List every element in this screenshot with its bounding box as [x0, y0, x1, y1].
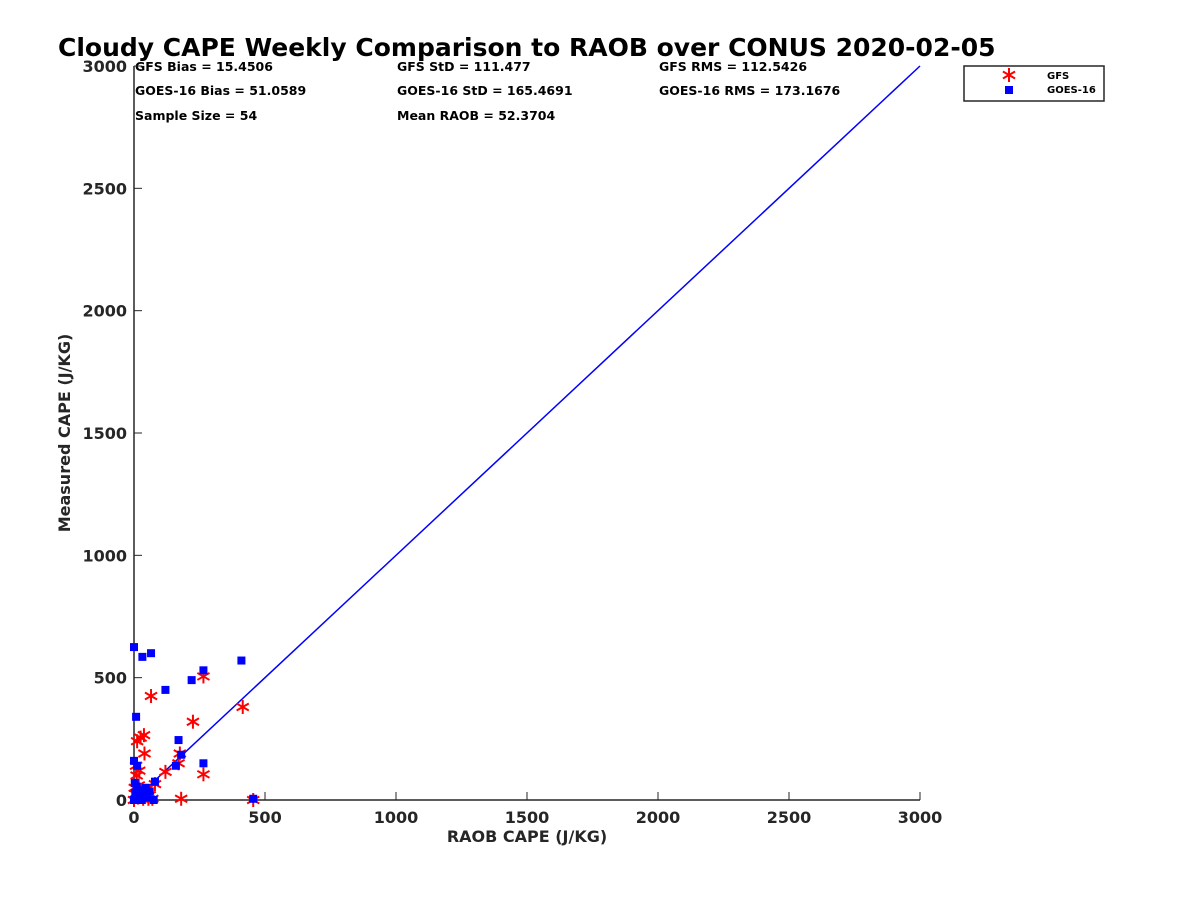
x-tick-label: 2000	[636, 808, 681, 827]
legend: GFS GOES-16	[963, 65, 1105, 102]
goes16-point	[132, 712, 141, 721]
legend-gfs-marker	[1002, 68, 1016, 82]
stat-mean-raob: Mean RAOB = 52.3704	[397, 108, 555, 123]
legend-gfs-label: GFS	[1047, 71, 1069, 82]
goes16-point	[199, 759, 208, 768]
goes16-point	[130, 643, 138, 652]
x-tick-label: 1500	[505, 808, 550, 827]
x-tick-label: 3000	[898, 808, 943, 827]
one-to-one-line	[133, 65, 921, 801]
goes16-point	[138, 652, 147, 661]
x-tick-label: 2500	[767, 808, 812, 827]
y-tick-label: 500	[94, 669, 127, 688]
goes16-point	[161, 685, 170, 694]
goes16-point	[150, 777, 159, 786]
goes16-point	[149, 796, 158, 804]
y-tick-label: 2500	[82, 179, 127, 198]
y-tick-label: 1000	[82, 546, 127, 565]
y-axis-ticks: 0 500 1000 1500 2000 2500 3000	[82, 57, 142, 810]
goes16-point	[147, 649, 156, 658]
goes16-point	[143, 793, 152, 802]
goes16-series	[130, 643, 258, 804]
x-axis-label: RAOB CAPE (J/KG)	[447, 827, 607, 846]
goes16-point	[174, 736, 183, 745]
y-tick-label: 3000	[82, 57, 127, 76]
x-tick-label: 1000	[374, 808, 419, 827]
x-tick-label: 500	[248, 808, 281, 827]
chart-title: Cloudy CAPE Weekly Comparison to RAOB ov…	[58, 33, 996, 62]
gfs-point	[236, 700, 250, 715]
stats-block: GFS Bias = 15.4506 GFS StD = 111.477 GFS…	[135, 59, 841, 123]
gfs-point	[144, 689, 158, 704]
goes16-point	[237, 656, 246, 665]
goes16-point	[187, 676, 196, 685]
stat-gfs-rms: GFS RMS = 112.5426	[659, 59, 807, 74]
y-tick-label: 1500	[82, 424, 127, 443]
goes16-point	[177, 750, 186, 759]
x-axis-ticks: 0 500 1000 1500 2000 2500 3000	[128, 792, 942, 827]
gfs-point	[137, 746, 152, 761]
goes16-point	[137, 796, 146, 804]
goes16-point	[171, 761, 180, 770]
legend-goes16-label: GOES-16	[1047, 85, 1096, 96]
gfs-point	[174, 791, 188, 806]
x-tick-label: 0	[128, 808, 139, 827]
goes16-point	[249, 794, 258, 803]
gfs-point	[186, 714, 200, 729]
y-tick-label: 0	[116, 791, 127, 810]
stat-goes-rms: GOES-16 RMS = 173.1676	[659, 83, 841, 98]
goes16-point	[130, 756, 138, 765]
legend-gfs-asterisk	[1002, 68, 1016, 82]
goes16-point	[135, 786, 144, 795]
goes16-point	[133, 761, 142, 770]
stat-gfs-bias: GFS Bias = 15.4506	[135, 59, 273, 74]
goes16-point	[145, 787, 154, 796]
goes16-point	[199, 666, 208, 675]
legend-box	[963, 65, 1105, 102]
gfs-point	[137, 728, 151, 743]
gfs-point	[158, 764, 173, 779]
y-tick-label: 2000	[82, 302, 127, 321]
legend-goes16-marker	[1005, 86, 1013, 94]
stat-goes-bias: GOES-16 Bias = 51.0589	[135, 83, 306, 98]
stat-goes-std: GOES-16 StD = 165.4691	[397, 83, 573, 98]
y-axis-label: Measured CAPE (J/KG)	[55, 334, 74, 533]
stat-sample-size: Sample Size = 54	[135, 108, 257, 123]
stat-gfs-std: GFS StD = 111.477	[397, 59, 531, 74]
gfs-point	[196, 767, 210, 782]
reference-line	[133, 65, 921, 801]
